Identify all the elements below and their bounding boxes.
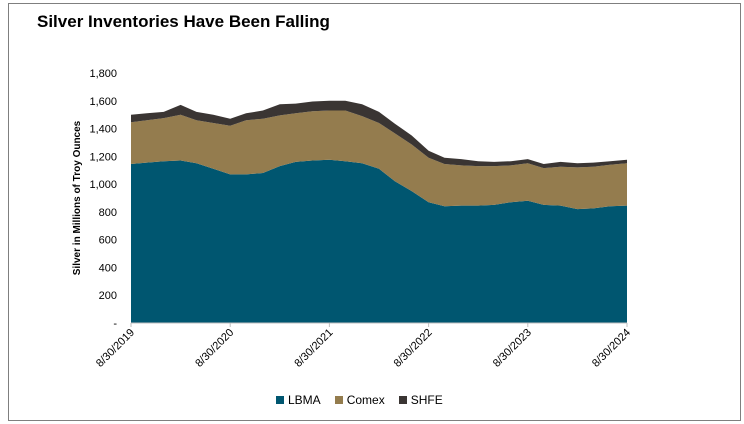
chart-title: Silver Inventories Have Been Falling xyxy=(37,12,330,31)
x-tick-label: 8/30/2021 xyxy=(292,327,335,370)
y-tick-label: 1,000 xyxy=(89,179,117,191)
y-tick-label: 1,200 xyxy=(89,151,117,163)
legend-swatch xyxy=(276,396,284,404)
area-comex xyxy=(131,110,627,210)
y-tick-label: 400 xyxy=(99,262,117,274)
area-shfe xyxy=(131,100,627,169)
x-tick-label: 8/30/2019 xyxy=(94,327,137,370)
y-tick-label: - xyxy=(113,318,117,330)
y-tick-label: 1,600 xyxy=(89,96,117,108)
area-lbma xyxy=(131,159,627,323)
y-tick-label: 200 xyxy=(99,290,117,302)
y-axis-label: Silver in Millions of Troy Ounces xyxy=(72,120,83,275)
y-tick-label: 1,800 xyxy=(89,68,117,80)
y-tick-label: 800 xyxy=(99,207,117,219)
legend-swatch xyxy=(398,396,407,404)
x-tick-label: 8/30/2022 xyxy=(392,327,435,370)
x-tick-label: 8/30/2024 xyxy=(590,327,633,370)
legend-swatch xyxy=(334,396,343,404)
legend: LBMA Comex SHFE xyxy=(276,393,443,407)
legend-item-lbma: LBMA xyxy=(276,393,321,407)
legend-item-comex: Comex xyxy=(334,393,385,407)
legend-item-shfe: SHFE xyxy=(398,393,443,407)
area-layers xyxy=(131,100,627,323)
x-tick-label: 8/30/2020 xyxy=(193,327,236,370)
legend-label: Comex xyxy=(346,393,385,407)
legend-label: LBMA xyxy=(288,393,321,407)
legend-label: SHFE xyxy=(410,393,443,407)
y-tick-label: 1,400 xyxy=(89,124,117,136)
y-tick-label: 600 xyxy=(99,235,117,247)
x-tick-label: 8/30/2023 xyxy=(491,327,534,370)
